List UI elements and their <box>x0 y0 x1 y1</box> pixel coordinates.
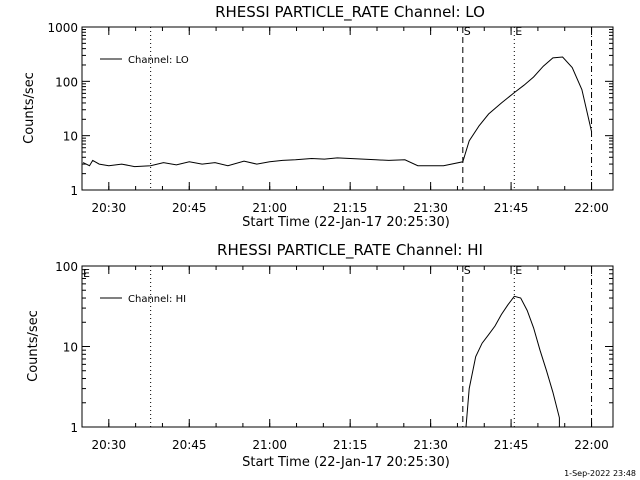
y-tick-label: 100 <box>55 75 78 89</box>
chart-title: RHESSI PARTICLE_RATE Channel: HI <box>217 241 483 260</box>
plot-frame <box>81 26 614 191</box>
marker-label: S <box>464 25 471 38</box>
y-axis: 1 10 100 <box>55 260 613 435</box>
x-tick-label: 20:30 <box>92 201 127 215</box>
y-tick-label: 1000 <box>47 21 78 35</box>
series-line <box>82 56 592 168</box>
y-tick-label: 1 <box>70 421 78 435</box>
x-tick-label: 22:00 <box>574 438 609 452</box>
x-tick-label: 22:00 <box>574 201 609 215</box>
marker-label: E <box>515 25 522 38</box>
y-axis-label: Counts/sec <box>22 72 37 144</box>
x-tick-label: 21:00 <box>252 201 287 215</box>
chart-title: RHESSI PARTICLE_RATE Channel: LO <box>215 3 485 22</box>
x-tick-label: 21:30 <box>413 201 448 215</box>
x-tick-label: 21:45 <box>494 438 529 452</box>
hi-channel-panel: RHESSI PARTICLE_RATE Channel: HI 110100 … <box>26 241 614 470</box>
y-axis-label: Counts/sec <box>26 310 41 382</box>
x-tick-label: 20:45 <box>172 438 207 452</box>
x-axis: 20:30 20:45 21:00 21:15 21:30 21:45 22:00 <box>92 266 609 452</box>
series-layer <box>465 295 560 428</box>
x-tick-label: 21:15 <box>333 201 368 215</box>
x-axis-label: Start Time (22-Jan-17 20:25:30) <box>242 455 450 470</box>
x-tick-label: 21:00 <box>252 438 287 452</box>
y-tick-label: 100 <box>55 260 78 274</box>
x-tick-label: 20:30 <box>92 438 127 452</box>
x-axis-label: Start Time (22-Jan-17 20:25:30) <box>242 215 450 230</box>
marker-label: E <box>83 267 90 280</box>
lo-channel-panel: RHESSI PARTICLE_RATE Channel: LO 1101001… <box>22 3 614 230</box>
x-tick-label: 21:15 <box>333 438 368 452</box>
marker-label: E <box>515 264 522 277</box>
y-tick-label: 10 <box>63 130 78 144</box>
x-tick-label: 21:30 <box>413 438 448 452</box>
legend-label: Channel: HI <box>128 294 186 305</box>
legend-label: Channel: LO <box>128 55 189 66</box>
series-layer <box>82 56 592 168</box>
plot-frame <box>81 265 614 428</box>
y-axis: 1 10 100 1000 <box>47 21 613 198</box>
y-tick-label: 10 <box>63 341 78 355</box>
timestamp-label: 1-Sep-2022 23:48 <box>564 469 636 478</box>
marker-label: S <box>464 264 471 277</box>
x-tick-label: 21:45 <box>494 201 529 215</box>
y-tick-label: 1 <box>70 184 78 198</box>
x-tick-label: 20:45 <box>172 201 207 215</box>
event-markers: S EE <box>83 264 593 427</box>
series-line <box>465 295 560 428</box>
